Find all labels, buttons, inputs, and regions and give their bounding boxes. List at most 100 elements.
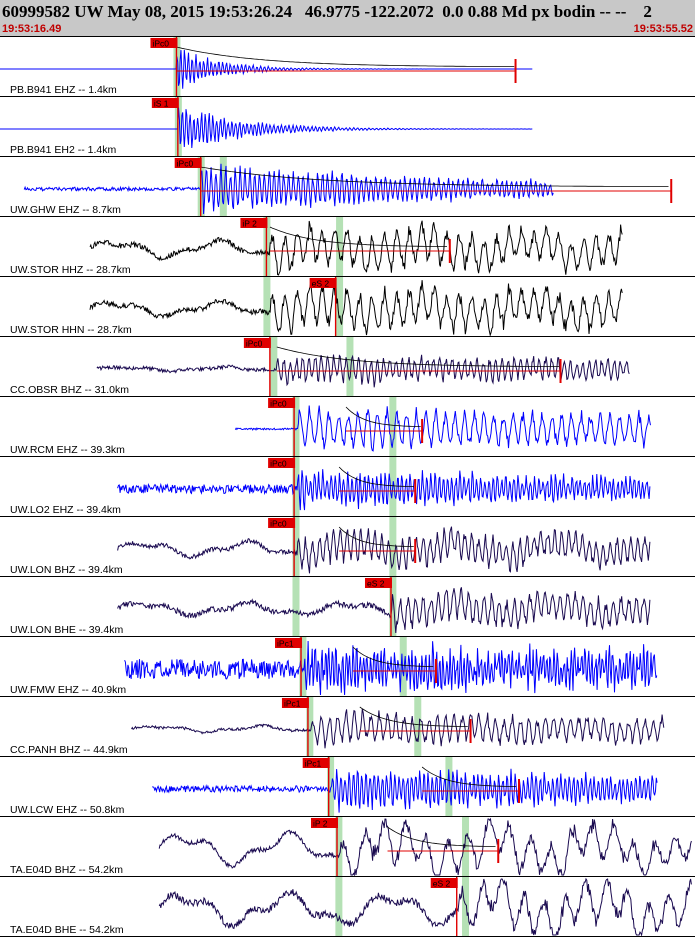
phase-band	[336, 277, 344, 337]
pick-flag	[311, 818, 339, 828]
phase-band	[270, 337, 278, 397]
trace-row: eS 2 UW.LON BHE -- 39.4km	[0, 577, 695, 637]
seismogram-panel: iPc0 PB.B941 EHZ -- 1.4km iS 1 PB.B941 EH2 …	[0, 37, 695, 937]
phase-band	[346, 337, 354, 397]
pick-label: iPc1	[284, 699, 301, 709]
trace-label: UW.FMW EHZ -- 40.9km	[10, 684, 126, 696]
phase-band	[389, 577, 397, 637]
phase-band	[263, 277, 271, 337]
waveform-line	[23, 163, 554, 215]
waveform-line	[117, 526, 651, 574]
trace-row: iPc0 CC.OBSR BHZ -- 31.0km	[0, 337, 695, 397]
waveform-line	[0, 107, 533, 149]
trace-row: iPc1 CC.PANH BHZ -- 44.9km	[0, 697, 695, 757]
coda-curve	[276, 346, 560, 368]
trace-row: iP 2 TA.E04D BHZ -- 54.2km	[0, 817, 695, 877]
phase-band	[299, 637, 307, 697]
trace-label: TA.E04D BHE -- 54.2km	[10, 924, 124, 936]
coda-curve	[200, 166, 669, 188]
trace-label: UW.LCW EHZ -- 50.8km	[10, 804, 125, 816]
waveform-line	[117, 469, 651, 511]
trace-label: UW.STOR HHN -- 28.7km	[10, 324, 132, 336]
pick-flag	[243, 338, 271, 348]
pick-label: iPc0	[246, 339, 263, 349]
phase-band	[292, 517, 300, 577]
trace-label: UW.LON BHE -- 39.4km	[10, 624, 123, 636]
trace-label: UW.RCM EHZ -- 39.3km	[10, 444, 125, 456]
phase-band	[389, 517, 397, 577]
waveform-line	[234, 405, 651, 452]
waveform-line	[89, 220, 623, 276]
pick-label: iPc0	[270, 459, 287, 469]
trace-label: UW.GHW EHZ -- 8.7km	[10, 204, 121, 216]
pick-label: eS 2	[312, 279, 330, 289]
trace-row: iPc0 UW.LON BHZ -- 39.4km	[0, 517, 695, 577]
pick-label: eS 2	[433, 879, 451, 889]
waveform-line	[158, 877, 692, 937]
phase-band	[219, 157, 227, 217]
waveform-line	[117, 587, 651, 633]
pick-label: iP 2	[242, 219, 257, 229]
pick-flag	[240, 218, 268, 228]
phase-band	[389, 397, 397, 457]
phase-band	[335, 877, 343, 937]
coda-curve	[359, 706, 468, 728]
trace-row: iPc0 UW.RCM EHZ -- 39.3km	[0, 397, 695, 457]
trace-row: eS 2 UW.STOR HHN -- 28.7km	[0, 277, 695, 337]
trace-row: eS 2 TA.E04D BHE -- 54.2km	[0, 877, 695, 937]
coda-curve	[345, 406, 421, 427]
coda-curve	[387, 826, 496, 848]
coda-curve	[338, 526, 414, 547]
coda-curve	[352, 646, 434, 667]
pick-label: iPc1	[277, 639, 294, 649]
coda-curve	[421, 766, 517, 787]
trace-label: PB.B941 EHZ -- 1.4km	[10, 84, 117, 96]
phase-band	[462, 817, 470, 877]
pick-flag	[302, 758, 330, 768]
trace-row: iP 2 UW.STOR HHZ -- 28.7km	[0, 217, 695, 277]
trace-row: iPc1 UW.FMW EHZ -- 40.9km	[0, 637, 695, 697]
trace-row: iS 1 PB.B941 EH2 -- 1.4km	[0, 97, 695, 157]
pick-flag	[281, 698, 309, 708]
trace-label: TA.E04D BHZ -- 54.2km	[10, 864, 123, 876]
phase-band	[462, 877, 470, 937]
waveform-line	[124, 640, 658, 696]
waveform-line	[158, 817, 692, 877]
pick-label: iPc1	[305, 759, 322, 769]
phase-band	[335, 817, 343, 877]
pick-flag	[275, 638, 303, 648]
pick-label: iPc0	[270, 519, 287, 529]
trace-row: iPc0 UW.LO2 EHZ -- 39.4km	[0, 457, 695, 517]
pick-flag	[174, 158, 202, 168]
waveform-line	[0, 49, 533, 89]
pick-label: iP 2	[313, 819, 328, 829]
coda-curve	[338, 466, 414, 487]
phase-band	[414, 697, 422, 757]
trace-label: PB.B941 EH2 -- 1.4km	[10, 144, 116, 156]
trace-row: iPc1 UW.LCW EHZ -- 50.8km	[0, 757, 695, 817]
pick-label: iS 1	[154, 99, 169, 109]
pick-flag	[268, 398, 296, 408]
trace-label: CC.PANH BHZ -- 44.9km	[10, 744, 128, 756]
coda-curve	[269, 226, 447, 248]
coda-curve	[176, 46, 515, 68]
trace-label: UW.LON BHZ -- 39.4km	[10, 564, 123, 576]
waveform-line	[131, 708, 665, 749]
pick-label: eS 2	[367, 579, 385, 589]
window-start-time: 19:53:16.49	[2, 23, 62, 35]
pick-flag	[364, 578, 392, 588]
phase-band	[292, 397, 300, 457]
pick-flag	[268, 518, 296, 528]
event-header: 60999582 UW May 08, 2015 19:53:26.24 46.…	[0, 0, 695, 37]
phase-band	[399, 637, 407, 697]
trace-label: UW.LO2 EHZ -- 39.4km	[10, 504, 121, 516]
phase-band	[336, 217, 344, 277]
trace-row: iPc0 PB.B941 EHZ -- 1.4km	[0, 37, 695, 97]
waveform-line	[152, 768, 658, 813]
pick-flag	[268, 458, 296, 468]
event-title: 60999582 UW May 08, 2015 19:53:26.24 46.…	[2, 2, 652, 21]
pick-flag	[151, 98, 179, 108]
trace-label: UW.STOR HHZ -- 28.7km	[10, 264, 131, 276]
phase-band	[292, 577, 300, 637]
trace-row: iPc0 UW.GHW EHZ -- 8.7km	[0, 157, 695, 217]
